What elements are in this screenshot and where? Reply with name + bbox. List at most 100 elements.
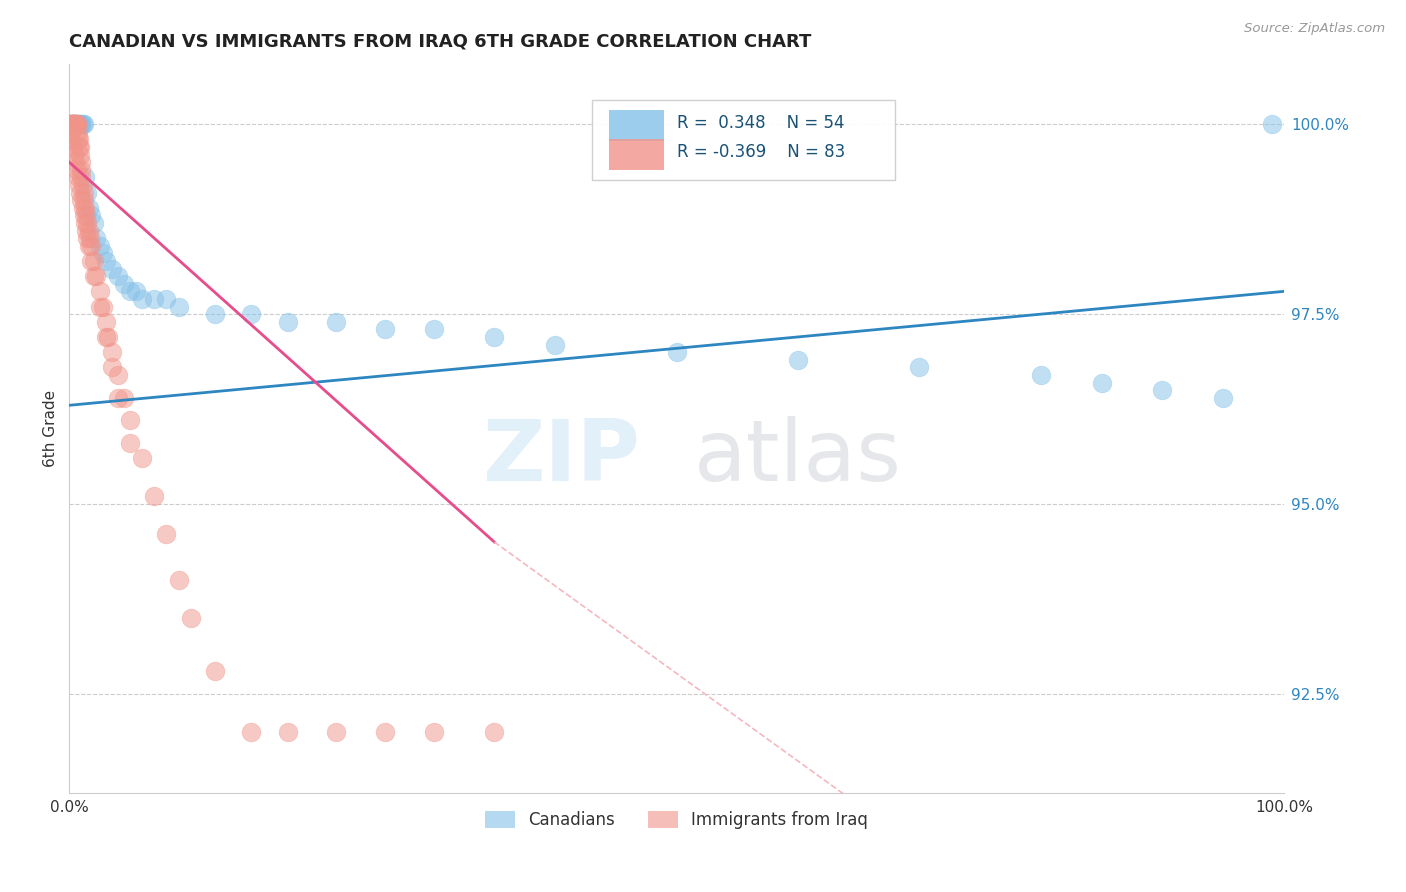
Point xyxy=(77,201,100,215)
Point xyxy=(75,208,97,222)
Point xyxy=(89,285,111,299)
Point xyxy=(76,186,98,200)
Point xyxy=(67,117,90,131)
Point xyxy=(73,186,96,200)
Point xyxy=(1152,383,1174,397)
Point xyxy=(484,725,506,739)
Point xyxy=(131,292,153,306)
Point xyxy=(65,117,87,131)
Point xyxy=(62,117,84,131)
Point xyxy=(60,117,83,131)
Point xyxy=(63,117,86,131)
Text: atlas: atlas xyxy=(695,416,903,499)
Point xyxy=(325,725,347,739)
Point xyxy=(65,117,87,131)
Point xyxy=(76,216,98,230)
Point xyxy=(73,193,96,207)
Point xyxy=(72,117,94,131)
Point xyxy=(62,117,84,131)
Point xyxy=(100,360,122,375)
Point xyxy=(66,132,89,146)
Point xyxy=(118,285,141,299)
Point xyxy=(83,269,105,284)
Y-axis label: 6th Grade: 6th Grade xyxy=(44,390,58,467)
Point xyxy=(80,208,103,222)
Point xyxy=(422,322,444,336)
Point xyxy=(80,239,103,253)
Point xyxy=(79,231,101,245)
Point xyxy=(665,345,688,359)
Point xyxy=(277,315,299,329)
Point xyxy=(73,170,96,185)
Point xyxy=(62,117,84,131)
Point xyxy=(118,436,141,450)
Point xyxy=(167,573,190,587)
FancyBboxPatch shape xyxy=(592,100,896,180)
Point xyxy=(70,117,93,131)
Point xyxy=(76,231,98,245)
Point xyxy=(100,345,122,359)
Point xyxy=(65,117,87,131)
Point xyxy=(94,254,117,268)
Text: CANADIAN VS IMMIGRANTS FROM IRAQ 6TH GRADE CORRELATION CHART: CANADIAN VS IMMIGRANTS FROM IRAQ 6TH GRA… xyxy=(69,33,811,51)
Point xyxy=(91,246,114,260)
Point xyxy=(374,725,396,739)
FancyBboxPatch shape xyxy=(609,139,665,170)
Text: Source: ZipAtlas.com: Source: ZipAtlas.com xyxy=(1244,22,1385,36)
Point xyxy=(131,451,153,466)
Point xyxy=(66,117,89,131)
Point xyxy=(1029,368,1052,382)
Point xyxy=(277,725,299,739)
Point xyxy=(83,254,105,268)
FancyBboxPatch shape xyxy=(609,111,665,141)
Point xyxy=(100,261,122,276)
Point xyxy=(72,201,94,215)
Point xyxy=(240,307,263,321)
Point xyxy=(60,117,83,131)
Text: R = -0.369    N = 83: R = -0.369 N = 83 xyxy=(676,144,845,161)
Point xyxy=(1212,391,1234,405)
Point xyxy=(167,300,190,314)
Point xyxy=(118,413,141,427)
Point xyxy=(80,254,103,268)
Point xyxy=(107,269,129,284)
Point xyxy=(83,216,105,230)
Point xyxy=(91,300,114,314)
Point xyxy=(77,224,100,238)
Point xyxy=(60,132,83,146)
Point xyxy=(70,155,93,169)
Legend: Canadians, Immigrants from Iraq: Canadians, Immigrants from Iraq xyxy=(478,804,875,836)
Point xyxy=(65,117,87,131)
Point xyxy=(65,162,87,177)
Point xyxy=(94,330,117,344)
Point xyxy=(60,117,83,131)
Point xyxy=(155,292,177,306)
Point xyxy=(60,117,83,131)
Point xyxy=(908,360,931,375)
Point xyxy=(59,117,82,131)
Point xyxy=(484,330,506,344)
Point xyxy=(65,117,87,131)
Point xyxy=(112,277,135,291)
Point xyxy=(62,117,84,131)
Point xyxy=(204,664,226,678)
Point xyxy=(374,322,396,336)
Point xyxy=(65,155,87,169)
Point xyxy=(66,170,89,185)
Point xyxy=(63,147,86,161)
Point xyxy=(73,216,96,230)
Point xyxy=(65,117,87,131)
Point xyxy=(77,239,100,253)
Point xyxy=(70,193,93,207)
Point xyxy=(72,178,94,192)
Point xyxy=(70,117,93,131)
Point xyxy=(69,140,91,154)
Point xyxy=(67,132,90,146)
Point xyxy=(59,117,82,131)
Point xyxy=(69,117,91,131)
Point xyxy=(62,117,84,131)
Point xyxy=(73,208,96,222)
Point xyxy=(75,224,97,238)
Point xyxy=(63,117,86,131)
Point xyxy=(544,337,567,351)
